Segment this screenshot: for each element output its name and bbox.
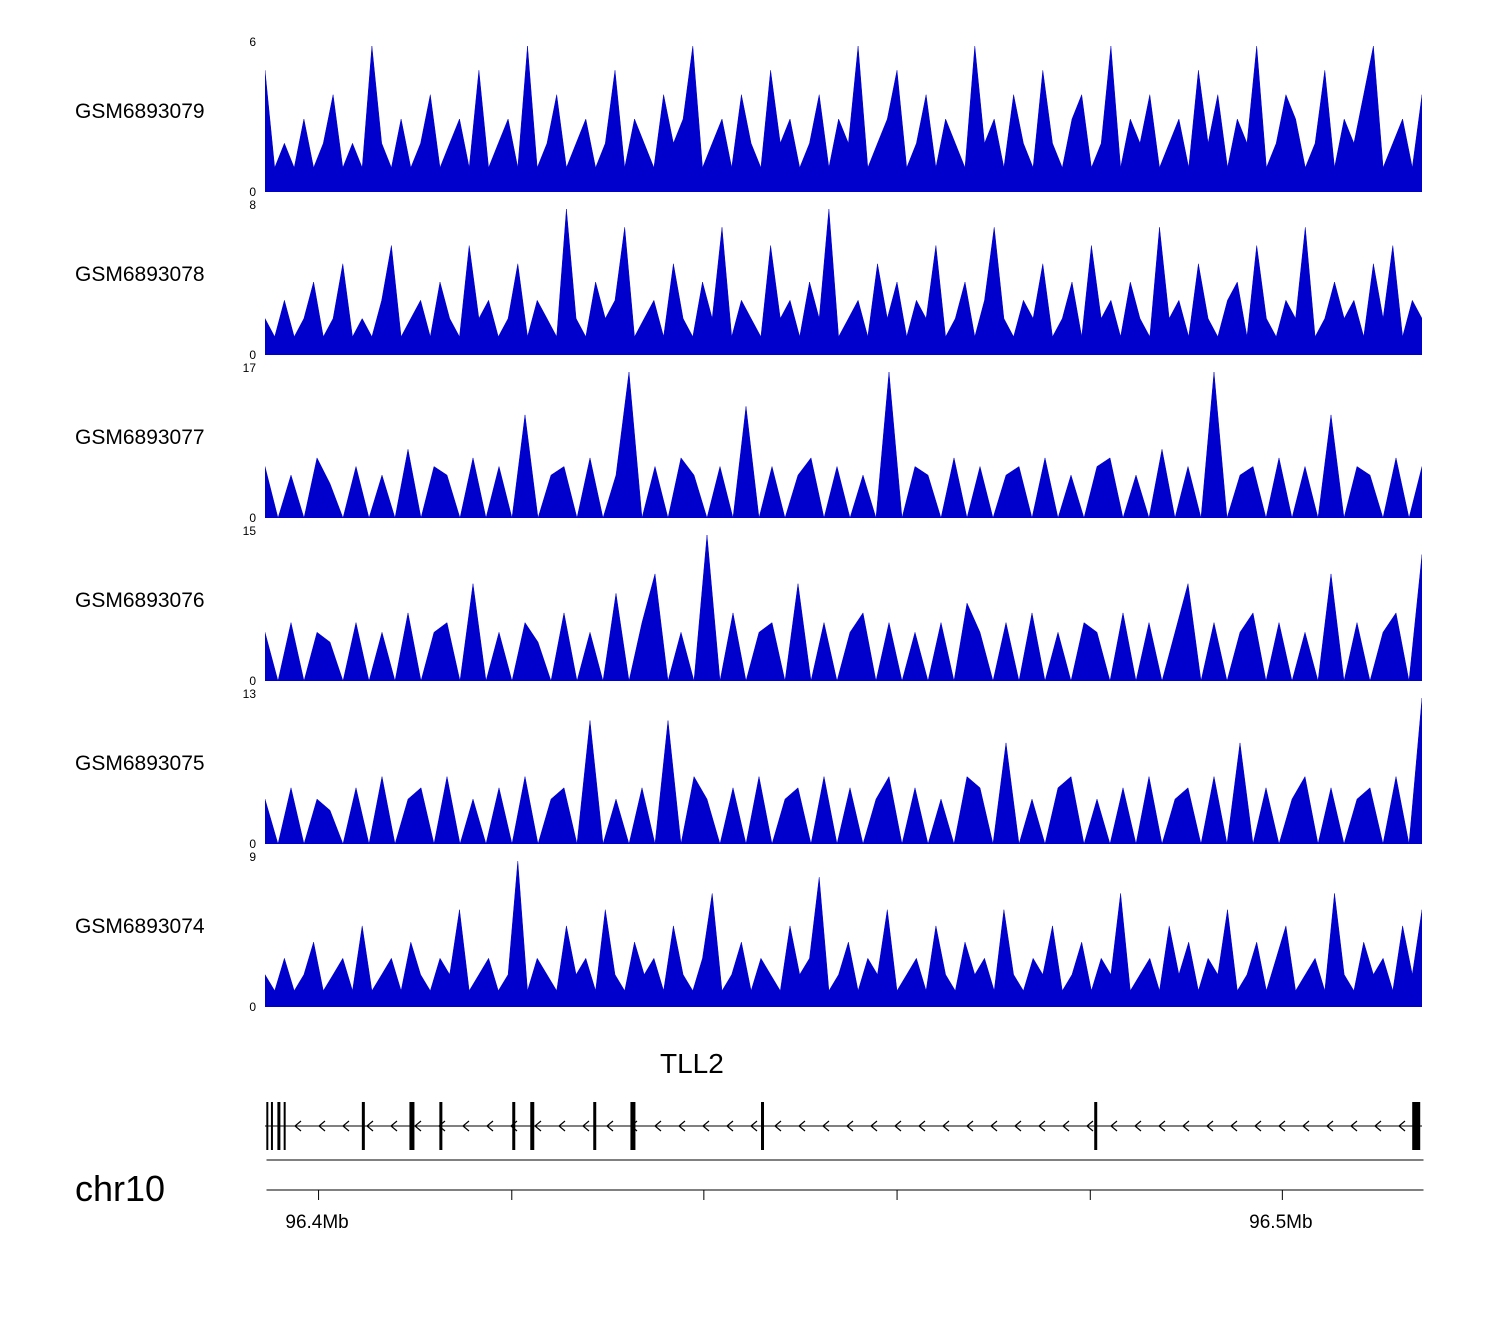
coverage-signal-svg — [265, 697, 1422, 844]
axis-ruler-svg — [266, 1159, 1424, 1200]
genome-axis-track: chr10 96.4Mb 96.5Mb — [0, 1150, 1500, 1270]
sample-label: GSM6893077 — [75, 426, 205, 449]
sample-label: GSM6893075 — [75, 752, 205, 775]
chromosome-label: chr10 — [75, 1168, 166, 1209]
genome-axis-ruler: 96.4Mb 96.5Mb — [265, 1150, 1425, 1233]
coverage-track-row: GSM6893079 6 0 — [0, 35, 1500, 199]
gene-name-label: TLL2 — [660, 1048, 724, 1079]
sample-label: GSM6893076 — [75, 589, 205, 612]
coverage-tracks: GSM6893079 6 0 GSM6893078 8 0 GSM6893077 17 0 GSM… — [0, 35, 1500, 1020]
y-axis-min-label: 0 — [249, 1000, 256, 1014]
coverage-signal-svg — [265, 45, 1422, 192]
y-axis-max-label: 6 — [249, 35, 256, 49]
coverage-signal-plot — [265, 42, 1422, 192]
y-axis-min-label: 0 — [249, 348, 256, 362]
coverage-track-row: GSM6893074 9 0 — [0, 850, 1500, 1014]
coverage-track-row: GSM6893076 15 0 — [0, 524, 1500, 688]
y-axis-max-label: 15 — [242, 524, 256, 538]
coverage-track-row: GSM6893077 17 0 — [0, 361, 1500, 525]
y-axis-max-label: 13 — [242, 687, 256, 701]
coverage-signal-svg — [265, 208, 1422, 355]
y-axis-max-label: 8 — [249, 198, 256, 212]
coverage-signal-svg — [265, 371, 1422, 518]
gene-structure-svg — [265, 1102, 1422, 1150]
axis-tick-label: 96.5Mb — [1249, 1212, 1313, 1233]
sample-label: GSM6893074 — [75, 915, 205, 938]
sample-label: GSM6893078 — [75, 263, 205, 286]
coverage-signal-plot — [265, 857, 1422, 1007]
axis-tick-label: 96.4Mb — [285, 1212, 349, 1233]
coverage-signal-plot — [265, 694, 1422, 844]
y-axis-min-label: 0 — [249, 185, 256, 199]
coverage-track-row: GSM6893075 13 0 — [0, 687, 1500, 851]
coverage-signal-svg — [265, 860, 1422, 1007]
y-axis-min-label: 0 — [249, 511, 256, 525]
coverage-signal-plot — [265, 205, 1422, 355]
y-axis-max-label: 17 — [242, 361, 256, 375]
sample-label: GSM6893079 — [75, 100, 205, 123]
coverage-track-row: GSM6893078 8 0 — [0, 198, 1500, 362]
coverage-signal-svg — [265, 534, 1422, 681]
y-axis-min-label: 0 — [249, 837, 256, 851]
y-axis-max-label: 9 — [249, 850, 256, 864]
y-axis-min-label: 0 — [249, 674, 256, 688]
gene-model-glyph — [265, 1086, 1422, 1166]
coverage-signal-plot — [265, 368, 1422, 518]
gene-model-track: TLL2 — [0, 1048, 1500, 1168]
coverage-signal-plot — [265, 531, 1422, 681]
